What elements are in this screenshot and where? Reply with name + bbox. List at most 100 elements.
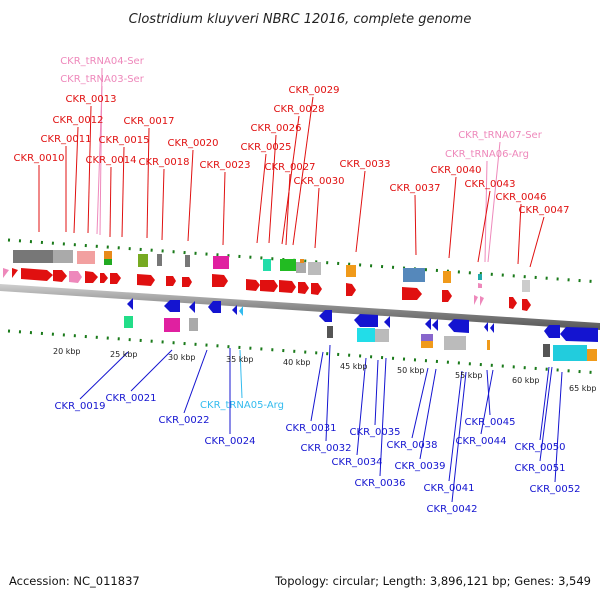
forward-leader-line [487, 141, 501, 263]
reverse-gene-label[interactable]: CKR_0039 [395, 461, 446, 472]
reverse-gene-label[interactable]: CKR_0041 [424, 483, 475, 494]
reverse-gene-label[interactable]: CKR_0051 [515, 463, 566, 474]
forward-gene-label[interactable]: CKR_0037 [390, 183, 441, 194]
forward-gene-label[interactable]: CKR_tRNA06-Arg [445, 149, 529, 160]
forward-leader-line [73, 126, 79, 234]
forward-gene-label[interactable]: CKR_0018 [139, 157, 190, 168]
forward-gene-label[interactable]: CKR_0020 [168, 138, 219, 149]
feature-block [280, 259, 296, 271]
forward-gene-label[interactable]: CKR_0012 [53, 115, 104, 126]
forward-leader-line [285, 173, 291, 246]
feature-block [164, 318, 180, 332]
kbp-tick-label: 60 kbp [512, 376, 540, 385]
reverse-gene-label[interactable]: CKR_0038 [387, 440, 438, 451]
feature-block [403, 268, 425, 282]
reverse-leader-line [554, 371, 563, 483]
reverse-gene-label[interactable]: CKR_0031 [286, 423, 337, 434]
forward-gene-label[interactable]: CKR_0043 [465, 179, 516, 190]
forward-gene-label[interactable]: CKR_0029 [289, 85, 340, 96]
reverse-gene-arrow [384, 316, 390, 328]
reverse-gene-arrow [319, 310, 332, 322]
kbp-tick-label: 65 kbp [569, 384, 597, 393]
forward-gene-label[interactable]: CKR_0046 [496, 192, 547, 203]
kbp-tick-label: 35 kbp [226, 355, 254, 364]
forward-gene-label[interactable]: CKR_0011 [41, 134, 92, 145]
reverse-leader-line [79, 351, 129, 400]
reverse-gene-label[interactable]: CKR_0035 [350, 427, 401, 438]
feature-block [357, 328, 375, 342]
reverse-gene-arrow [425, 318, 431, 330]
forward-leader-line [448, 176, 457, 259]
kbp-tick-label: 50 kbp [397, 366, 425, 375]
forward-gene-label[interactable]: CKR_0014 [86, 155, 137, 166]
forward-gene-label[interactable]: CKR_0013 [66, 94, 117, 105]
gene-arrow [246, 279, 260, 291]
reverse-gene-label[interactable]: CKR_tRNA05-Arg [200, 400, 284, 411]
feature-block [104, 251, 112, 259]
feature-block [308, 262, 321, 275]
reverse-gene-label[interactable]: CKR_0034 [332, 457, 383, 468]
forward-gene-label[interactable]: CKR_tRNA07-Ser [458, 130, 543, 141]
reverse-leader-line [539, 366, 553, 462]
reverse-gene-label[interactable]: CKR_0021 [106, 393, 157, 404]
gene-arrow [53, 270, 67, 282]
trna-arrow [3, 268, 9, 278]
reverse-gene-arrow [208, 301, 221, 313]
feature-block [124, 316, 133, 328]
reverse-gene-label[interactable]: CKR_0024 [205, 436, 256, 447]
forward-gene-label[interactable]: CKR_tRNA04-Ser [60, 56, 145, 67]
forward-leader-line [477, 190, 491, 263]
reverse-gene-label[interactable]: CKR_0042 [427, 504, 478, 515]
forward-gene-label[interactable]: CKR_0027 [265, 162, 316, 173]
reverse-gene-label[interactable]: CKR_0019 [55, 401, 106, 412]
forward-gene-label[interactable]: CKR_0025 [241, 142, 292, 153]
accession-text: Accession: NC_011837 [9, 574, 140, 588]
reverse-leader-line [183, 349, 208, 414]
gene-arrow [12, 268, 18, 278]
reverse-gene-arrow [560, 327, 598, 342]
forward-gene-label[interactable]: CKR_0028 [274, 104, 325, 115]
kbp-ticks: 20 kbp 25 kbp 30 kbp 35 kbp 40 kbp 45 kbp 50 k… [53, 347, 597, 393]
forward-leader-line [121, 146, 125, 238]
forward-gene-label[interactable]: CKR_0010 [14, 153, 65, 164]
feature-block [263, 259, 271, 271]
reverse-gene-label[interactable]: CKR_0022 [159, 415, 210, 426]
reverse-gene-arrow [432, 319, 438, 331]
gene-arrow [21, 268, 53, 281]
reverse-gene-label[interactable]: CKR_0045 [465, 417, 516, 428]
forward-gene-label[interactable]: CKR_tRNA03-Ser [60, 74, 145, 85]
reverse-gene-label[interactable]: CKR_0044 [456, 436, 507, 447]
kbp-tick-label: 20 kbp [53, 347, 81, 356]
forward-gene-label[interactable]: CKR_0047 [519, 205, 570, 216]
reverse-gene-label[interactable]: CKR_0050 [515, 442, 566, 453]
forward-gene-label[interactable]: CKR_0015 [99, 135, 150, 146]
trna-arrow [480, 296, 484, 306]
kbp-tick-label: 25 kbp [110, 350, 138, 359]
feature-block [587, 349, 597, 361]
gene-arrow [137, 274, 155, 286]
forward-gene-label[interactable]: CKR_0040 [431, 165, 482, 176]
feature-block [444, 336, 466, 350]
kbp-tick-label: 40 kbp [283, 358, 311, 367]
gene-features [3, 250, 598, 361]
reverse-leader-line [325, 344, 331, 442]
reverse-gene-label[interactable]: CKR_0032 [301, 443, 352, 454]
gene-arrow [182, 277, 192, 287]
feature-block [185, 255, 190, 267]
feature-block [213, 256, 229, 269]
reverse-gene-label[interactable]: CKR_0036 [355, 478, 406, 489]
forward-gene-label[interactable]: CKR_0033 [340, 159, 391, 170]
feature-block [77, 251, 95, 264]
reverse-gene-arrow [544, 325, 560, 338]
forward-gene-label[interactable]: CKR_0030 [294, 176, 345, 187]
gene-arrow [346, 283, 356, 296]
trna-arrow [474, 295, 478, 305]
feature-block [104, 259, 112, 265]
feature-block [487, 340, 490, 350]
forward-gene-label[interactable]: CKR_0023 [200, 160, 251, 171]
forward-gene-label[interactable]: CKR_0017 [124, 116, 175, 127]
forward-leader-line [414, 194, 417, 256]
reverse-gene-label[interactable]: CKR_0052 [530, 484, 581, 495]
forward-gene-label[interactable]: CKR_0026 [251, 123, 302, 134]
